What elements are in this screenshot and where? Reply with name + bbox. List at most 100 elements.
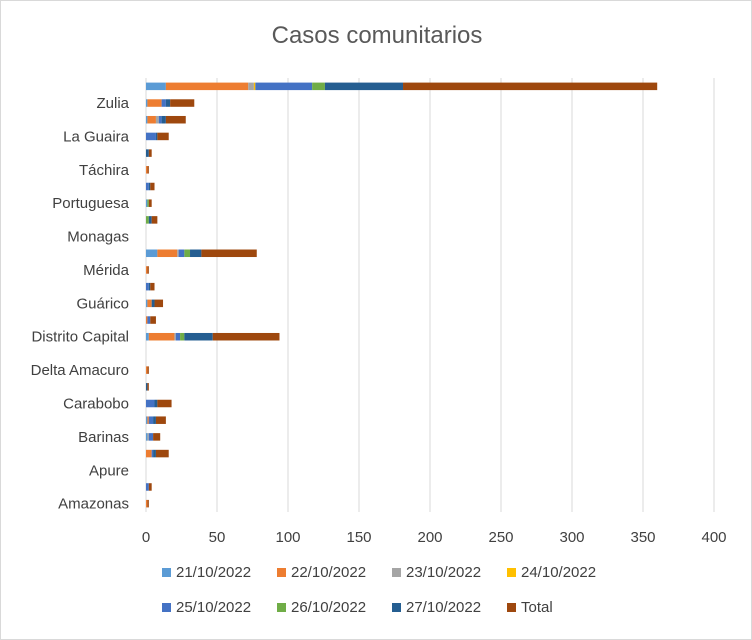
bar-barinas-23-10-2022 [147, 433, 149, 441]
bar-zulia-27-10-2022 [165, 99, 171, 107]
legend-label: Total [521, 599, 553, 616]
legend-item-22-10-2022: 22/10/2022 [277, 564, 366, 581]
bar-nueva-esparta-27-10-2022 [148, 216, 152, 224]
bar-distrito-capital-21-10-2022 [146, 332, 149, 341]
bar-guarico-22-10-2022 [146, 316, 148, 324]
chart-title: Casos comunitarios [272, 22, 483, 49]
y-tick-label-guarico: Guárico [76, 295, 129, 312]
bar-yaracuy-27-10-2022 [161, 115, 166, 124]
bar-guarico-22-10-2022 [147, 299, 152, 308]
bar-zulia-21-10-2022 [146, 99, 148, 107]
bar-distrito-capital-26-10-2022 [180, 332, 185, 341]
bar-amazonas-22-10-2022 [146, 499, 148, 508]
legend-item-26-10-2022: 26/10/2022 [277, 599, 366, 616]
legend-label: 25/10/2022 [176, 599, 251, 616]
bar-bolivar-22-10-2022 [147, 416, 149, 424]
bar-yaracuy-22-10-2022 [147, 115, 156, 124]
bar-la-guaira-total [157, 132, 169, 141]
bar-zulia-total [170, 99, 195, 107]
bar-barinas-total [153, 433, 161, 441]
bar-nueva-esparta-total [151, 216, 158, 224]
legend-label: 26/10/2022 [291, 599, 366, 616]
legend-item-total: Total [507, 599, 553, 616]
bar-total-24-10-2022 [253, 82, 256, 91]
y-tick-label-la-guaira: La Guaira [63, 128, 130, 145]
bar-miranda-21-10-2022 [146, 249, 158, 258]
bar-distrito-capital-25-10-2022 [175, 332, 181, 341]
bar-total-total [403, 82, 658, 91]
bar-portuguesa-26-10-2022 [147, 199, 149, 207]
legend-swatch [392, 603, 401, 612]
bar-carabobo-total [157, 399, 172, 408]
bar-sucre-25-10-2022 [146, 182, 149, 191]
x-tick-label: 250 [488, 529, 513, 546]
y-tick-label-merida: Mérida [83, 262, 130, 279]
bar-aragua-27-10-2022 [153, 449, 156, 458]
bar-bolivar-21-10-2022 [146, 416, 148, 424]
bar-distrito-capital-total [212, 332, 280, 341]
x-tick-label: 150 [346, 529, 371, 546]
legend-label: 22/10/2022 [291, 564, 366, 581]
bar-lara-25-10-2022 [146, 282, 149, 291]
y-tick-label-zulia: Zulia [96, 95, 129, 112]
y-axis: Amazonas Apure Barinas Carabobo Delta Amacur… [31, 95, 130, 513]
legend-swatch [162, 603, 171, 612]
bar-miranda-23-10-2022 [177, 249, 179, 258]
bar-trujillo-total [148, 149, 152, 157]
bar-la-guaira-27-10-2022 [155, 132, 158, 141]
bar-cojedes-total [147, 383, 149, 391]
legend-item-23-10-2022: 23/10/2022 [392, 564, 481, 581]
legend: 21/10/2022 22/10/2022 23/10/2022 24/10/2022… [162, 564, 596, 616]
y-tick-label-delta-amacuro: Delta Amacuro [31, 362, 129, 379]
y-tick-label-distrito-capital: Distrito Capital [31, 329, 129, 346]
legend-swatch [277, 568, 286, 577]
bar-yaracuy-23-10-2022 [155, 115, 159, 124]
bar-carabobo-25-10-2022 [146, 399, 155, 408]
bar-total-22-10-2022 [165, 82, 249, 91]
bar-yaracuy-total [165, 115, 186, 124]
x-tick-label: 0 [142, 529, 150, 546]
bar-delta-amacuro-22-10-2022 [146, 366, 148, 374]
bar-sucre-27-10-2022 [148, 182, 151, 191]
y-tick-label-carabobo: Carabobo [63, 396, 129, 413]
bar-cojedes-27-10-2022 [146, 383, 148, 391]
bar-total-21-10-2022 [146, 82, 166, 91]
legend-label: 23/10/2022 [406, 564, 481, 581]
bar-lara-total [150, 282, 155, 291]
bar-total-25-10-2022 [255, 82, 313, 91]
legend-label: 21/10/2022 [176, 564, 251, 581]
bar-merida-total [147, 266, 149, 274]
bar-miranda-27-10-2022 [190, 249, 202, 258]
bar-distrito-capital-23-10-2022 [174, 332, 176, 341]
x-tick-label: 50 [209, 529, 226, 546]
bar-yaracuy-25-10-2022 [158, 115, 162, 124]
bar-barinas-25-10-2022 [148, 433, 154, 441]
gridlines [145, 78, 715, 512]
bar-total-23-10-2022 [248, 82, 254, 91]
bar-bolivar-27-10-2022 [153, 416, 156, 424]
bar-carabobo-27-10-2022 [154, 399, 158, 408]
x-axis: 0 50 100 150 200 250 300 350 400 [142, 529, 727, 546]
bar-guarico-27-10-2022 [151, 299, 155, 308]
legend-swatch [507, 568, 516, 577]
bar-aragua-22-10-2022 [146, 449, 152, 458]
bar-guarico-total [150, 316, 156, 324]
bar-miranda-total [201, 249, 257, 258]
bar-guarico-21-10-2022 [146, 299, 148, 308]
bar-amazonas-total [147, 499, 149, 508]
bar-nueva-esparta-26-10-2022 [146, 216, 149, 224]
bar-distrito-capital-22-10-2022 [148, 332, 175, 341]
bar-tachira-22-10-2022 [146, 166, 148, 174]
y-tick-label-tachira: Táchira [79, 162, 130, 179]
legend-swatch [162, 568, 171, 577]
legend-swatch [507, 603, 516, 612]
x-tick-label: 200 [417, 529, 442, 546]
legend-item-21-10-2022: 21/10/2022 [162, 564, 251, 581]
bar-bolivar-25-10-2022 [148, 416, 154, 424]
x-tick-label: 100 [275, 529, 300, 546]
bar-trujillo-27-10-2022 [146, 149, 149, 157]
bar-merida-22-10-2022 [146, 266, 148, 274]
bar-delta-amacuro-total [147, 366, 149, 374]
bar-tachira-total [147, 166, 149, 174]
